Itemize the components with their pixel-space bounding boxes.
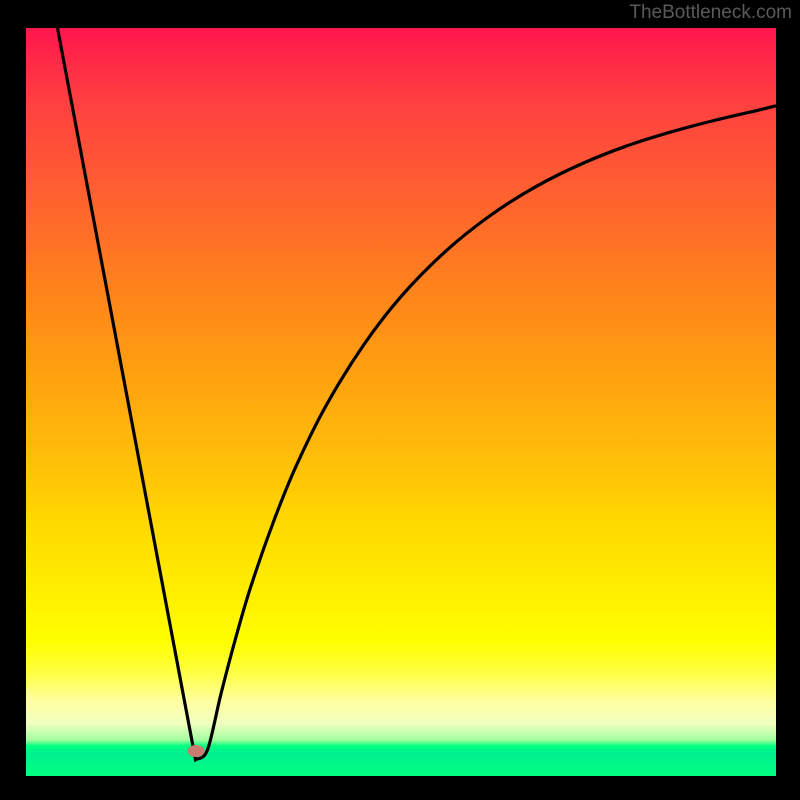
plot-gradient-background	[26, 28, 776, 776]
frame-bottom	[0, 776, 800, 800]
frame-right	[776, 0, 800, 800]
bottleneck-curve	[26, 28, 776, 776]
watermark-text: TheBottleneck.com	[629, 2, 792, 24]
optimum-marker	[188, 745, 205, 757]
frame-left	[0, 0, 26, 800]
